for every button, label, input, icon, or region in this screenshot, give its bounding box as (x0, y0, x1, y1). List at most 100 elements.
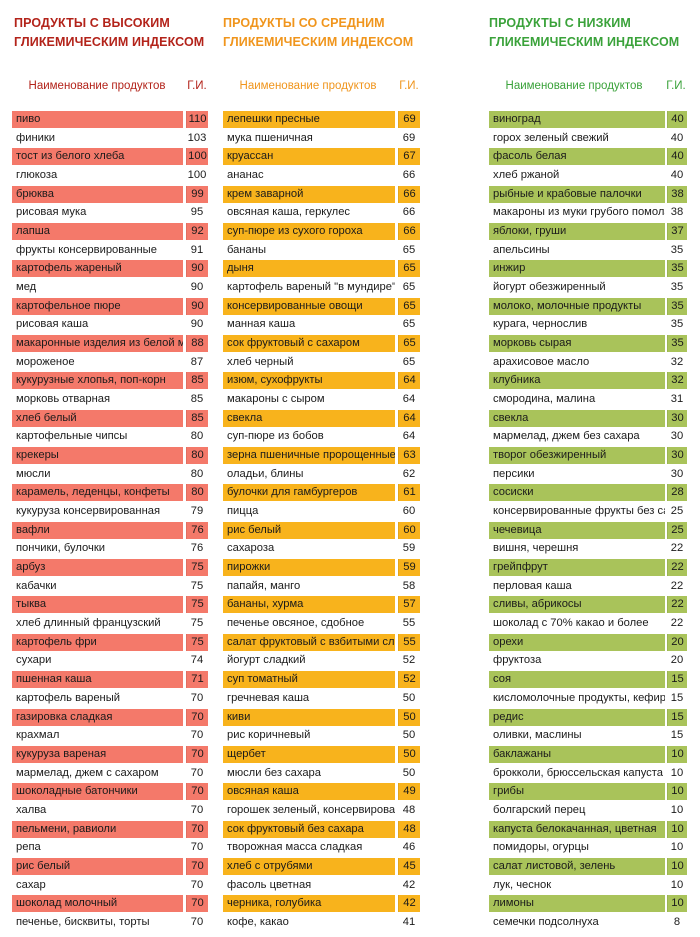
gi-value: 76 (186, 521, 208, 539)
product-name: семечки подсолнуха (493, 915, 599, 928)
table-row: горошек зеленый, консервированный 48 (223, 802, 420, 819)
product-name: овсяная каша, геркулес (227, 206, 351, 219)
gi-value: 64 (402, 393, 416, 406)
table-row: грибы 10 (489, 783, 687, 801)
gi-value: 70 (186, 783, 208, 801)
product-name: виноград (489, 111, 665, 128)
table-row: кукуруза вареная 70 (12, 745, 208, 763)
table-row: пиво 110 (12, 111, 208, 128)
table-row: курага, чернослив 35 (489, 316, 687, 333)
product-name: сок фруктовый с сахаром (223, 335, 395, 353)
gi-value: 50 (398, 745, 420, 763)
gi-value: 69 (402, 131, 416, 144)
product-name: творог обезжиренный (489, 447, 665, 465)
product-name: салат листовой, зелень (489, 857, 665, 875)
product-name: соя (489, 671, 665, 689)
table-row: глюкоза 100 (12, 167, 208, 184)
table-row: круассан 67 (223, 148, 420, 166)
table-row: халва 70 (12, 802, 208, 819)
table-row: апельсины 35 (489, 242, 687, 259)
gi-value: 75 (186, 596, 208, 614)
gi-value: 70 (190, 729, 204, 742)
table-row: картофель вареный "в мундире" 65 (223, 279, 420, 296)
product-name: черника, голубика (223, 895, 395, 913)
table-row: печенье овсяное, сдобное 55 (223, 615, 420, 632)
gi-value: 45 (398, 857, 420, 875)
gi-value: 85 (186, 409, 208, 427)
table-row: суп-пюре из бобов 64 (223, 428, 420, 445)
table-row: шоколадные батончики 70 (12, 783, 208, 801)
gi-value: 65 (402, 281, 416, 294)
product-name: дыня (223, 260, 395, 278)
table-row: тыква 75 (12, 596, 208, 614)
gi-value: 15 (667, 671, 687, 689)
table-row: капуста белокачанная, цветная 10 (489, 820, 687, 838)
gi-value: 52 (402, 654, 416, 667)
gi-value: 88 (186, 335, 208, 353)
gi-value: 48 (402, 803, 416, 816)
product-name: изюм, сухофрукты (223, 372, 395, 390)
table-body: виноград 40 горох зеленый свежий 40 фасоль б… (489, 111, 687, 933)
product-name: свекла (489, 409, 665, 427)
table-row: консервированные овощи 65 (223, 297, 420, 315)
table-row: бананы, хурма 57 (223, 596, 420, 614)
product-name: финики (16, 131, 56, 144)
product-name: суп-пюре из бобов (227, 430, 324, 443)
gi-value: 64 (398, 409, 420, 427)
table-row: яблоки, груши 37 (489, 223, 687, 241)
gi-value: 80 (186, 484, 208, 502)
gi-value: 10 (667, 820, 687, 838)
table-row: дыня 65 (223, 260, 420, 278)
gi-value: 22 (667, 559, 687, 577)
product-name: персики (493, 467, 535, 480)
product-name: капуста белокачанная, цветная (489, 820, 665, 838)
gi-value: 58 (402, 579, 416, 592)
gi-value: 30 (667, 447, 687, 465)
table-row: лапша 92 (12, 223, 208, 241)
product-name: йогурт сладкий (227, 654, 306, 667)
table-row: крахмал 70 (12, 727, 208, 744)
gi-value: 25 (667, 521, 687, 539)
table-row: фруктоза 20 (489, 652, 687, 669)
product-name: тыква (12, 596, 183, 614)
table-row: карамель, леденцы, конфеты 80 (12, 484, 208, 502)
table-row: кукуруза консервированная 79 (12, 503, 208, 520)
table-row: болгарский перец 10 (489, 802, 687, 819)
table-row: пицца 60 (223, 503, 420, 520)
product-name: горошек зеленый, консервированный (227, 803, 395, 816)
product-name: грибы (489, 783, 665, 801)
table-row: кофе, какао 41 (223, 914, 420, 931)
table-row: арбуз 75 (12, 559, 208, 577)
table-row: хлеб ржаной 40 (489, 167, 687, 184)
product-name: йогурт обезжиренный (493, 281, 606, 294)
table-row: клубника 32 (489, 372, 687, 390)
column-title: ПРОДУКТЫ С НИЗКИМ ГЛИКЕМИЧЕСКИМ ИНДЕКСОМ (489, 16, 680, 49)
gi-value: 92 (186, 223, 208, 241)
gi-value: 28 (667, 484, 687, 502)
product-name: арбуз (12, 559, 183, 577)
gi-value: 63 (398, 447, 420, 465)
gi-value: 110 (186, 111, 208, 128)
table-row: сок фруктовый без сахара 48 (223, 820, 420, 838)
gi-value: 37 (667, 223, 687, 241)
gi-value: 10 (670, 803, 684, 816)
product-name: шоколадные батончики (12, 783, 183, 801)
gi-value: 70 (186, 895, 208, 913)
gi-value: 85 (186, 372, 208, 390)
product-name: лимоны (489, 895, 665, 913)
product-name: овсяная каша (223, 783, 395, 801)
table-row: рисовая мука 95 (12, 204, 208, 221)
table-row: свекла 30 (489, 409, 687, 427)
product-name: консервированные фрукты без сахара (493, 505, 665, 518)
gi-value: 15 (667, 708, 687, 726)
gi-value: 80 (186, 447, 208, 465)
product-name: щербет (223, 745, 395, 763)
header-gi: Г.И. (399, 80, 419, 92)
product-name: мука пшеничная (227, 131, 313, 144)
table-row: мука пшеничная 69 (223, 130, 420, 147)
gi-value: 95 (190, 206, 204, 219)
table-row: черника, голубика 42 (223, 895, 420, 913)
gi-value: 35 (667, 260, 687, 278)
gi-value: 22 (670, 617, 684, 630)
gi-value: 22 (667, 596, 687, 614)
